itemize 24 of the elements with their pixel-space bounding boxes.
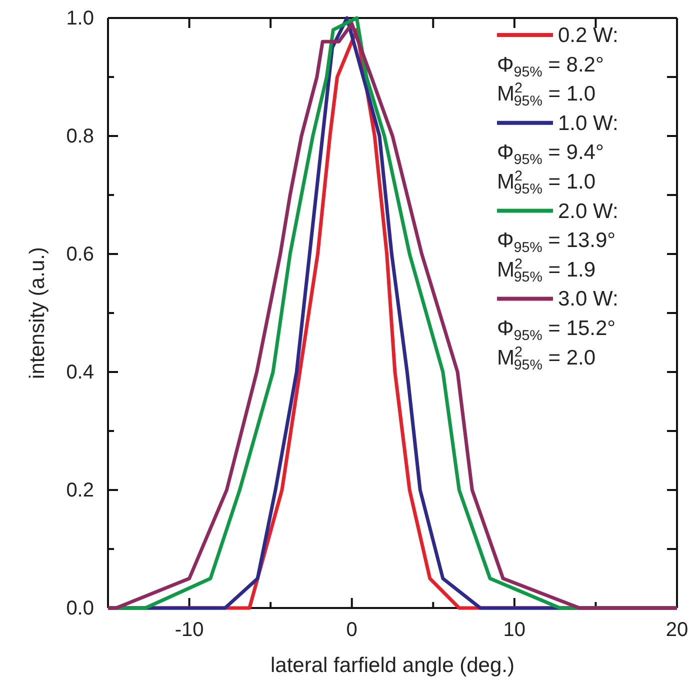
x-tick-label: -10	[174, 619, 204, 642]
x-tick-label: 10	[503, 619, 526, 642]
x-tick-label: 0	[346, 619, 358, 642]
annotation: M$^{2}$$_{95%}$ = 1.0	[497, 168, 596, 198]
legend-label: 3.0 W:	[558, 288, 618, 311]
annotation: Φ$_{95%}$ = 15.2°	[497, 317, 616, 344]
annotation: M$^{2}$$_{95%}$ = 1.9	[497, 256, 596, 286]
y-tick-label: 0.6	[66, 243, 94, 266]
x-axis-title: lateral farfield angle (deg.)	[270, 654, 514, 677]
annotation: Φ$_{95%}$ = 13.9°	[497, 229, 616, 256]
y-tick-label: 0.8	[66, 125, 94, 148]
annotation: Φ$_{95%}$ = 8.2°	[497, 53, 604, 80]
y-tick-label: 0.4	[66, 361, 94, 384]
legend-label: 0.2 W:	[558, 24, 618, 47]
y-tick-label: 1.0	[66, 7, 94, 30]
x-tick-label: 20	[666, 619, 688, 642]
y-tick-label: 0.2	[66, 479, 94, 502]
y-tick-label: 0.0	[66, 597, 94, 620]
annotation: M$^{2}$$_{95%}$ = 1.0	[497, 80, 596, 110]
legend-label: 2.0 W:	[558, 200, 618, 223]
y-axis-title: intensity (a.u.)	[26, 247, 49, 379]
legend-label: 1.0 W:	[558, 112, 618, 135]
annotation: M$^{2}$$_{95%}$ = 2.0	[497, 344, 596, 374]
annotation: Φ$_{95%}$ = 9.4°	[497, 141, 604, 168]
